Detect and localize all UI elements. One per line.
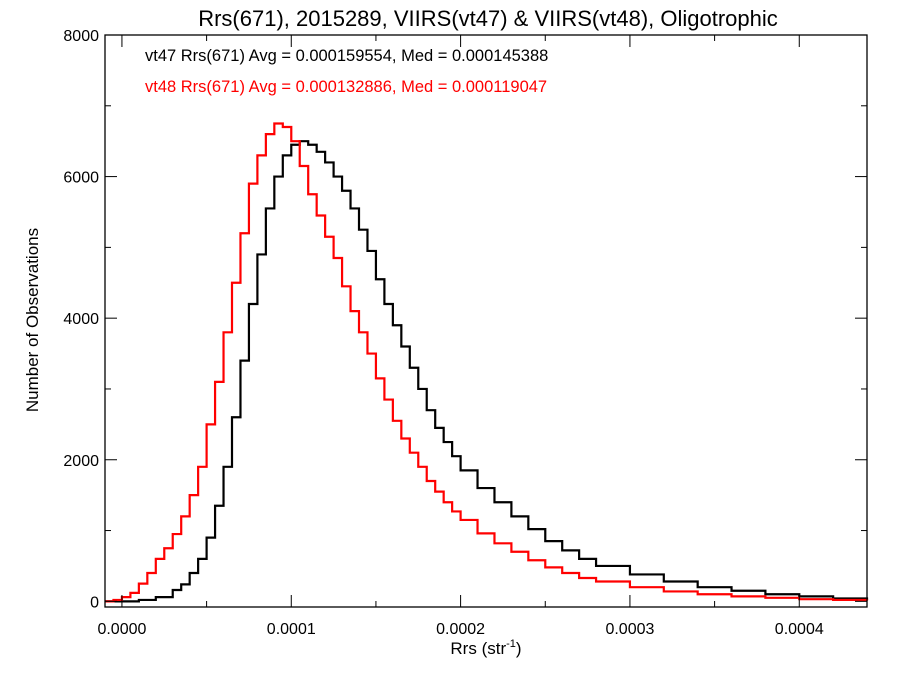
y-tick-label: 0 — [90, 594, 99, 611]
x-tick-label: 0.0004 — [775, 621, 824, 638]
legend-entry-vt48: vt48 Rrs(671) Avg = 0.000132886, Med = 0… — [145, 78, 547, 96]
x-tick-label: 0.0002 — [436, 621, 485, 638]
y-tick-label: 8000 — [63, 28, 99, 45]
y-axis-label: Number of Observations — [23, 228, 42, 412]
x-tick-label: 0.0003 — [605, 621, 654, 638]
legend-entry-vt47: vt47 Rrs(671) Avg = 0.000159554, Med = 0… — [145, 47, 548, 65]
x-axis-label-text: Rrs (str — [450, 639, 506, 658]
series-layer — [105, 122, 869, 603]
chart-title: Rrs(671), 2015289, VIIRS(vt47) & VIIRS(v… — [198, 6, 778, 31]
y-tick-label: 2000 — [63, 453, 99, 470]
x-axis-label: Rrs (str-1) — [450, 638, 521, 658]
x-tick-label: 0.0001 — [267, 621, 316, 638]
x-axis-label-close: ) — [516, 639, 522, 658]
x-axis-label-superscript: -1 — [506, 638, 516, 650]
series-line-vt47 — [105, 140, 869, 603]
series-line-vt48 — [105, 122, 869, 603]
y-tick-label: 6000 — [63, 170, 99, 187]
plot-frame — [104, 34, 868, 608]
ticks-layer: 0.0000 0.0001 0.0002 0.0003 0.0004 0 2000 4000 6… — [63, 28, 867, 638]
x-tick-label: 0.0000 — [97, 621, 146, 638]
y-tick-label: 4000 — [63, 311, 99, 328]
